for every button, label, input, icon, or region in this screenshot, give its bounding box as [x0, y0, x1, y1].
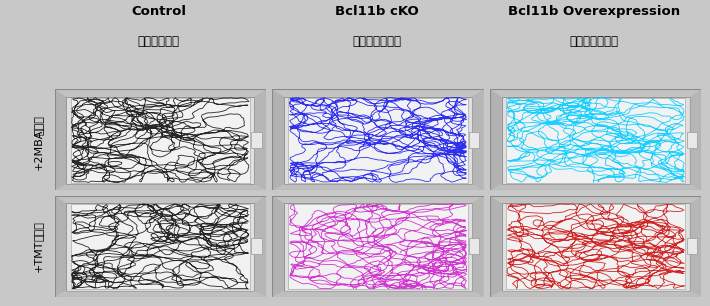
Polygon shape: [273, 196, 284, 297]
Text: （陸榮型の鼻）: （陸榮型の鼻）: [570, 35, 619, 48]
Text: （普通の鼻）: （普通の鼻）: [138, 35, 180, 48]
Polygon shape: [689, 89, 701, 190]
Text: 天敵臭: 天敵臭: [34, 222, 44, 241]
Bar: [506, 204, 685, 289]
Text: （水榮型の鼻）: （水榮型の鼻）: [352, 35, 401, 48]
Polygon shape: [490, 196, 701, 203]
Polygon shape: [490, 196, 502, 297]
Bar: [506, 98, 685, 183]
Bar: [251, 132, 262, 148]
Bar: [687, 238, 697, 254]
Text: Bcl11b cKO: Bcl11b cKO: [334, 5, 418, 17]
Bar: [469, 238, 479, 254]
Bar: [288, 204, 468, 289]
Polygon shape: [490, 291, 701, 297]
Polygon shape: [472, 196, 484, 297]
Polygon shape: [273, 291, 484, 297]
Polygon shape: [490, 89, 701, 96]
Bar: [66, 203, 254, 291]
Text: +TMT: +TMT: [34, 240, 44, 272]
Bar: [251, 238, 262, 254]
Bar: [687, 132, 697, 148]
Bar: [288, 98, 468, 183]
Polygon shape: [689, 196, 701, 297]
Bar: [502, 96, 689, 185]
Polygon shape: [254, 196, 266, 297]
Polygon shape: [472, 89, 484, 190]
Text: Bcl11b Overexpression: Bcl11b Overexpression: [508, 5, 680, 17]
Bar: [70, 98, 250, 183]
Polygon shape: [55, 196, 66, 297]
Polygon shape: [55, 89, 66, 190]
Text: Control: Control: [131, 5, 186, 17]
Polygon shape: [490, 185, 701, 190]
Bar: [284, 96, 472, 185]
Polygon shape: [55, 196, 266, 203]
Polygon shape: [55, 185, 266, 190]
Polygon shape: [273, 185, 484, 190]
Text: 腐敗臭: 腐敗臭: [34, 115, 44, 135]
Polygon shape: [273, 89, 484, 96]
Polygon shape: [273, 196, 484, 203]
Bar: [66, 96, 254, 185]
Bar: [502, 203, 689, 291]
Polygon shape: [55, 291, 266, 297]
Text: +2MBA: +2MBA: [34, 129, 44, 170]
Polygon shape: [490, 89, 502, 190]
Bar: [284, 203, 472, 291]
Polygon shape: [254, 89, 266, 190]
Polygon shape: [273, 89, 284, 190]
Bar: [469, 132, 479, 148]
Polygon shape: [55, 89, 266, 96]
Bar: [70, 204, 250, 289]
